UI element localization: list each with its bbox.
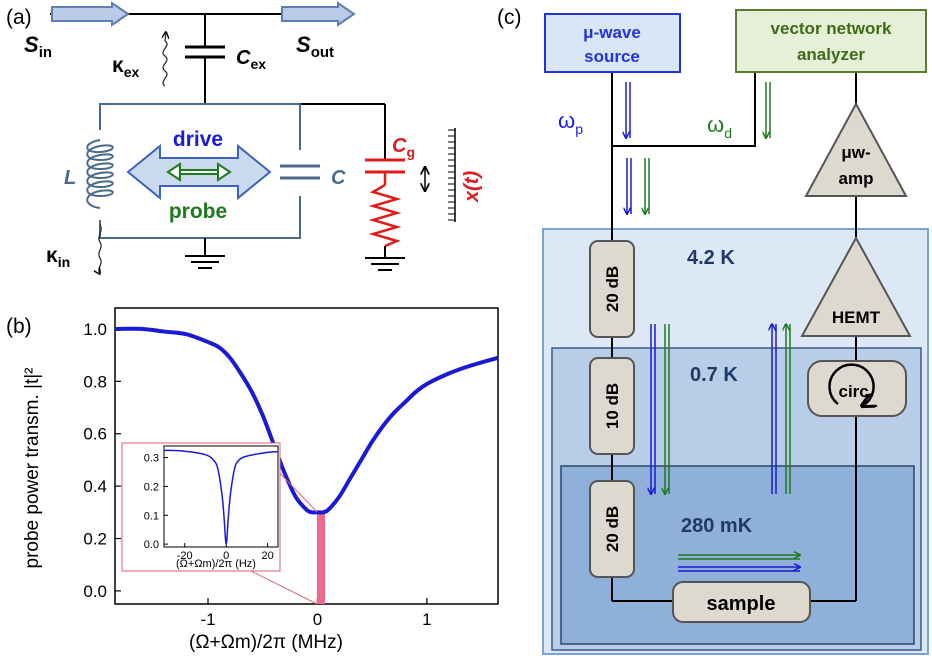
drive-label: drive — [173, 128, 223, 151]
amp-label-line2: amp — [839, 169, 874, 188]
probe-into-fridge-arrow-icon — [651, 324, 656, 494]
panel-c: (c) 4.2 K 0.7 K 280 mK μ-wave source vec… — [497, 6, 929, 655]
inset-series-line — [163, 449, 279, 545]
inset-y-tick-label: 0.0 — [144, 539, 159, 551]
kappa-ex-label: κex — [112, 54, 140, 80]
inset-y-tick-label: 0.1 — [144, 510, 159, 522]
probe-label: probe — [169, 200, 227, 223]
inset-y-tick-label: 0.3 — [144, 453, 159, 465]
x-t-label: x(t) — [461, 171, 483, 203]
input-arrow-icon — [51, 1, 130, 27]
chart-series — [114, 326, 499, 515]
att2-label: 10 dB — [603, 383, 622, 429]
x-axis-title: (Ω+Ωm)/2π (MHz) — [189, 632, 343, 653]
signal-arrows — [626, 82, 800, 572]
kappa-in-label: κin — [46, 244, 70, 270]
att1-label: 20 dB — [603, 266, 622, 312]
attenuator-20db-bottom — [589, 480, 635, 578]
probe-down-arrow-icon — [626, 82, 631, 138]
c-ex-label: Cex — [236, 47, 266, 72]
y-axis-ticks: 0.0 0.2 0.4 0.6 0.8 1.0 — [83, 320, 121, 601]
omega-d-label: ωd — [707, 112, 732, 141]
y-axis-title: probe power transm. |t|² — [22, 367, 43, 568]
c-g-label: Cg — [392, 135, 415, 160]
probe-combined-arrow-icon — [627, 158, 632, 214]
plot-frame — [114, 307, 499, 605]
zoom-band — [317, 512, 325, 604]
x-tick-label: 0 — [313, 610, 322, 629]
source-label-line1: μ-wave — [583, 23, 641, 42]
x-axis-ticks: -1 0 1 — [200, 598, 432, 629]
inset-x-ticks: -20 0 20 — [177, 543, 274, 562]
y-tick-label: 1.0 — [83, 320, 107, 339]
omega-p-label: ωp — [558, 108, 583, 137]
probe-arrow-left-head — [166, 162, 181, 182]
inset-x-axis-title: (Ω+Ωm)/2π (Hz) — [176, 558, 256, 570]
inset-x-tick-label: 0 — [223, 550, 229, 562]
y-tick-label: 0.4 — [83, 477, 107, 496]
vna-box — [735, 9, 927, 73]
s-in-label: Sin — [24, 32, 52, 61]
probe-out-fridge-arrow-icon — [772, 324, 777, 494]
series-line — [114, 326, 499, 515]
temp-0-7k-label: 0.7 K — [690, 364, 738, 386]
drive-sample-arrow-icon — [678, 555, 800, 560]
sample-box — [672, 581, 811, 623]
kappa-ex-wavy-arrow-icon — [163, 32, 167, 87]
inset-x-tick-label: -20 — [177, 550, 193, 562]
x-tick-label: 1 — [422, 610, 431, 629]
y-tick-label: 0.6 — [83, 425, 107, 444]
inset-x-tick-label: 20 — [262, 550, 274, 562]
microwave-amplifier-icon — [804, 101, 908, 197]
l-label: L — [64, 167, 76, 189]
panel-a-label: (a) — [6, 6, 32, 29]
temp-4-2k-label: 4.2 K — [687, 247, 735, 269]
y-tick-label: 0.8 — [83, 372, 107, 391]
displacement-ruler-icon — [448, 128, 456, 222]
panel-a: (a) Sin Sout Cex κex L C drive — [6, 1, 483, 274]
drive-combined-arrow-icon — [645, 158, 650, 214]
inset-y-tick-label: 0.2 — [144, 481, 159, 493]
attenuator-20db-top — [589, 240, 635, 338]
y-tick-label: 0.0 — [83, 582, 107, 601]
probe-arrow-right-head — [217, 162, 232, 182]
source-label-line2: source — [584, 47, 640, 66]
vna-label-line2: analyzer — [797, 45, 865, 64]
inset-frame — [163, 445, 279, 548]
inductor-coil-icon — [86, 139, 114, 209]
circ-label: circ. — [839, 382, 874, 401]
sample-label: sample — [707, 593, 776, 615]
spring-icon — [368, 183, 402, 248]
temp-280mk-label: 280 mK — [681, 515, 753, 537]
probe-sample-arrow-icon — [678, 567, 800, 572]
inset-y-ticks: 0.3 0.2 0.1 0.0 — [144, 453, 168, 551]
vna-label-line1: vector network — [771, 19, 892, 38]
c-label: C — [331, 167, 346, 189]
x-tick-label: -1 — [200, 610, 215, 629]
cap-gap — [292, 150, 310, 196]
y-tick-label: 0.2 — [83, 530, 107, 549]
panel-b-label: (b) — [6, 315, 32, 338]
inset-series — [163, 449, 279, 545]
drive-into-fridge-arrow-icon — [665, 324, 670, 494]
hemt-label: HEMT — [832, 308, 881, 327]
microwave-source-box — [544, 13, 681, 73]
panel-b: (b) probe power transm. |t|² (Ω+Ωm)/2π (… — [6, 307, 499, 653]
panel-c-label: (c) — [497, 6, 522, 29]
s-out-label: Sout — [296, 32, 334, 61]
hemt-amplifier-icon — [800, 235, 912, 337]
circulator-icon — [828, 363, 874, 406]
inset-connector-bottom — [250, 570, 318, 605]
output-arrow-icon — [281, 1, 356, 27]
drive-out-fridge-arrow-icon — [786, 324, 791, 494]
att3-label: 20 dB — [603, 506, 622, 552]
kappa-in-wavy-arrow-icon — [99, 224, 102, 274]
amp-label-line1: μw- — [841, 143, 870, 162]
drive-down-arrow-icon — [766, 82, 771, 138]
attenuator-10db — [589, 357, 635, 455]
